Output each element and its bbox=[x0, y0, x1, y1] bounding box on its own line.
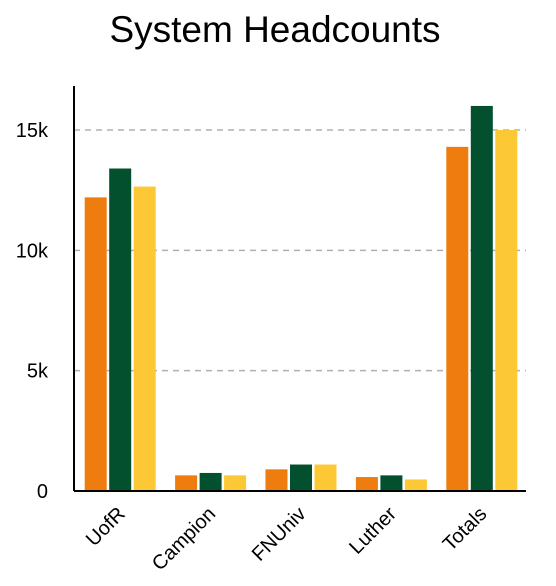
bar bbox=[199, 472, 222, 491]
bar bbox=[470, 105, 493, 491]
x-tick-labels: UofR Campion FNUniv Luther Totals bbox=[82, 503, 491, 575]
y-tick-labels: 0 5k 10k 15k bbox=[16, 120, 49, 503]
y-tick-label: 0 bbox=[37, 481, 48, 503]
bar bbox=[355, 477, 378, 491]
x-tick-label: Campion bbox=[148, 503, 220, 575]
bar bbox=[495, 130, 518, 491]
x-tick-label: UofR bbox=[82, 503, 130, 551]
bar bbox=[109, 168, 132, 492]
bar bbox=[290, 464, 312, 491]
bars bbox=[84, 105, 518, 492]
bar bbox=[446, 146, 469, 491]
bar bbox=[133, 186, 156, 491]
x-tick-label: FNUniv bbox=[248, 503, 311, 566]
bar bbox=[224, 475, 247, 491]
bar bbox=[175, 475, 198, 491]
y-tick-label: 10k bbox=[16, 240, 49, 262]
y-tick-label: 5k bbox=[27, 361, 49, 383]
y-tick-label: 15k bbox=[16, 120, 49, 142]
chart-title: System Headcounts bbox=[109, 9, 440, 50]
bar bbox=[314, 464, 337, 491]
bar bbox=[265, 469, 288, 491]
x-tick-label: Totals bbox=[439, 503, 492, 556]
bar bbox=[404, 479, 427, 491]
bar bbox=[84, 197, 107, 492]
x-tick-label: Luther bbox=[345, 503, 401, 559]
bar bbox=[380, 475, 403, 491]
